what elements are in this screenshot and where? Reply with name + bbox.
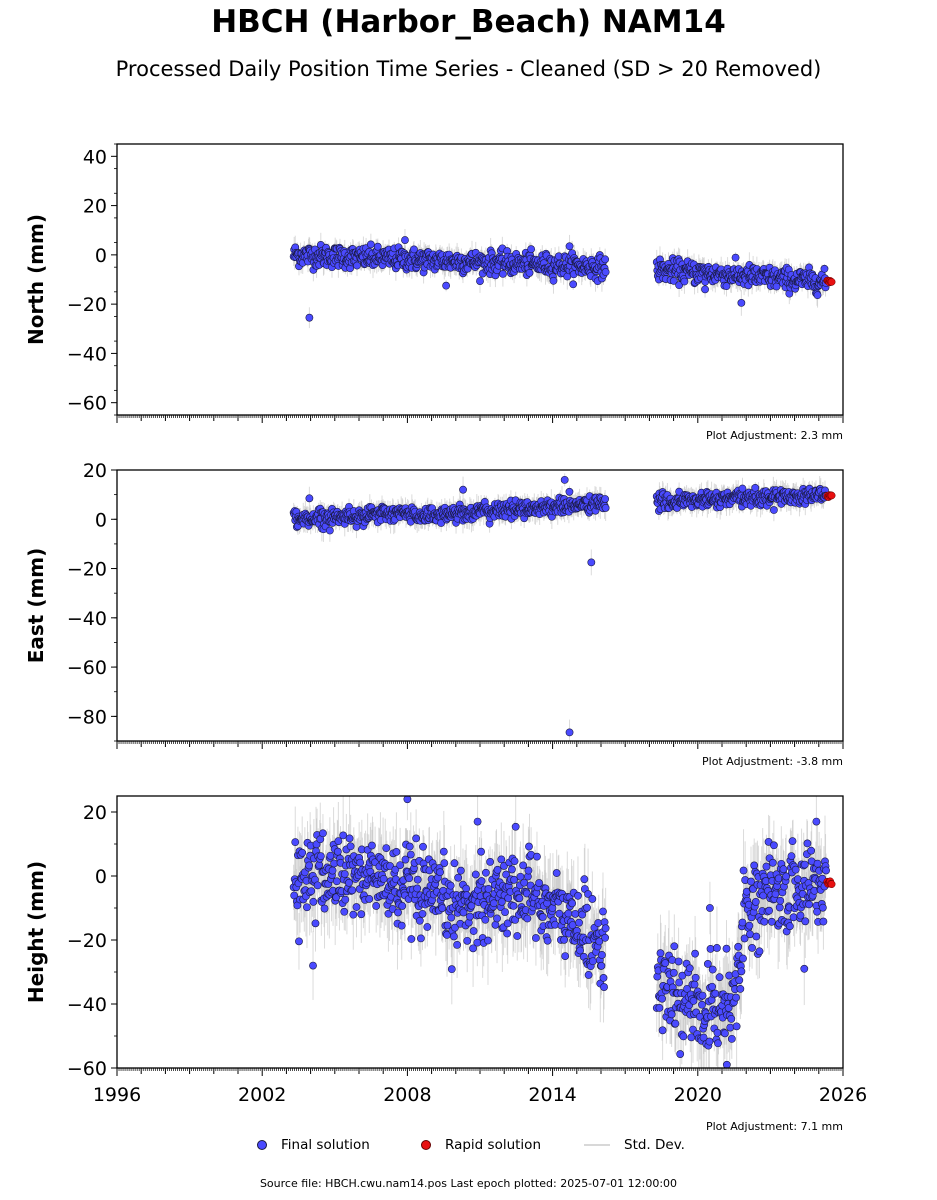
final-point: [569, 280, 578, 289]
final-point: [772, 282, 781, 291]
y-tick-label: −40: [67, 608, 107, 630]
final-point: [459, 485, 467, 494]
final-point: [737, 299, 746, 307]
final-point: [587, 558, 596, 567]
y-axis-label-0: North (mm): [24, 214, 48, 345]
plot-area-0: [289, 228, 836, 329]
plot-area-2: [289, 796, 836, 1068]
final-point: [565, 487, 574, 496]
final-point: [731, 253, 740, 262]
plot-adjustment-1: Plot Adjustment: -3.8 mm: [702, 755, 843, 768]
final-point: [525, 268, 534, 277]
final-point: [527, 245, 536, 254]
final-point: [565, 242, 574, 251]
final-points-0: [289, 236, 830, 322]
final-point: [601, 268, 610, 276]
final-point: [675, 281, 684, 290]
chart-title: HBCH (Harbor_Beach) NAM14: [211, 4, 726, 40]
final-points-1: [289, 475, 830, 737]
plot-adjustment-0: Plot Adjustment: 2.3 mm: [706, 429, 843, 442]
y-tick-label: 20: [83, 460, 107, 482]
final-point: [820, 264, 829, 273]
panel-0: 40 20 0 −20 −40 −60 North (mm) Plot Adjustment:…: [24, 143, 844, 442]
plot-area-1: [289, 473, 836, 741]
final-point: [476, 277, 484, 285]
y-axis-1: 20 0 −20 −40 −60 −80: [67, 460, 117, 742]
final-point: [565, 728, 574, 737]
rapid-point: [827, 491, 836, 500]
final-point: [353, 261, 361, 270]
y-tick-label: −60: [67, 657, 107, 679]
final-point: [680, 277, 689, 286]
panel-1: 20 0 −20 −40 −60 −80 East (mm) Plot Adjustment:…: [24, 460, 844, 768]
x-axis-1: [116, 741, 844, 749]
y-axis-0: 40 20 0 −20 −40 −60: [67, 143, 117, 416]
final-point: [401, 236, 409, 244]
final-point: [601, 255, 610, 264]
final-point: [751, 483, 760, 492]
final-point: [701, 285, 709, 294]
chart-subtitle: Processed Daily Position Time Series - C…: [115, 57, 822, 81]
final-point: [366, 240, 375, 249]
final-point: [722, 282, 731, 291]
y-tick-label: −40: [67, 343, 107, 365]
y-tick-label: −60: [67, 393, 107, 415]
x-axis-0: [116, 415, 844, 423]
final-point: [549, 276, 558, 285]
rapid-points-1: [823, 491, 836, 501]
rapid-point: [827, 278, 836, 286]
final-point: [325, 526, 334, 535]
y-tick-label: −20: [67, 559, 107, 581]
y-tick-label: 0: [95, 509, 107, 531]
final-point: [738, 484, 747, 493]
final-point: [305, 494, 314, 503]
final-point: [373, 242, 382, 251]
final-point: [560, 475, 569, 484]
final-point: [601, 504, 610, 512]
y-tick-label: 0: [95, 245, 107, 267]
final-point: [305, 313, 314, 322]
y-tick-label: −80: [67, 706, 107, 728]
y-axis-label-1: East (mm): [24, 548, 48, 664]
final-point: [769, 506, 778, 514]
final-point: [442, 281, 451, 290]
y-tick-label: 40: [83, 146, 107, 168]
final-point: [813, 291, 822, 300]
final-point: [669, 277, 678, 285]
y-tick-label: −20: [67, 294, 107, 316]
final-point: [601, 495, 610, 503]
final-point: [498, 270, 507, 278]
rapid-points-0: [823, 276, 836, 287]
y-tick-label: 20: [83, 196, 107, 218]
final-point: [410, 245, 418, 254]
